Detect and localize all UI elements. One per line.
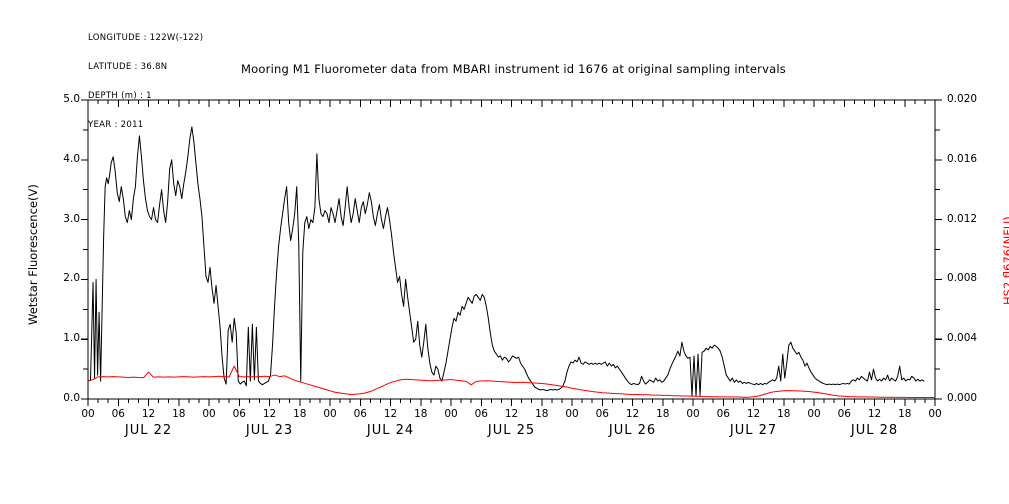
x-axis-label: 00 (686, 408, 700, 420)
x-axis-label: 18 (777, 408, 791, 420)
x-axis-label: 06 (595, 408, 609, 420)
y2-axis-title: HS2 fl676(NFU) (1001, 215, 1009, 305)
x-axis-day-label: JUL 22 (124, 423, 173, 438)
y-axis-label: 4.0 (63, 152, 80, 165)
x-axis-label: 12 (504, 408, 519, 420)
x-axis-label: 12 (383, 408, 398, 420)
y2-axis-label: 0.020 (947, 93, 978, 105)
y2-axis-label: 0.008 (947, 272, 978, 285)
metadata-depth: DEPTH (m) : 1 (88, 90, 152, 101)
series-line-2 (87, 365, 936, 398)
x-axis-label: 18 (898, 408, 912, 420)
y-axis-label: 2.0 (63, 272, 80, 285)
x-axis-label: 06 (111, 408, 125, 420)
plot-frame (87, 99, 936, 400)
x-axis-label: 06 (353, 408, 367, 420)
x-axis-label: 00 (807, 408, 821, 420)
y2-axis-label: 0.012 (947, 212, 978, 225)
x-axis-label: 06 (232, 408, 246, 420)
y-axis-label: 5.0 (63, 93, 80, 105)
x-axis-label: 12 (141, 408, 156, 420)
metadata-year: YEAR : 2011 (88, 119, 144, 130)
metadata-longitude: LONGITUDE : 122W(-122) (88, 33, 204, 44)
x-axis-day-label: JUL 23 (245, 423, 294, 438)
x-axis-label: 18 (293, 408, 307, 420)
x-axis-label: 18 (172, 408, 186, 420)
x-axis-label: 00 (565, 408, 579, 420)
y-axis-label: 1.0 (63, 332, 80, 345)
x-axis-label: 00 (444, 408, 458, 420)
x-axis-label: 18 (414, 408, 428, 420)
y-axis-label: 0.0 (63, 392, 80, 404)
chart-title: Mooring M1 Fluorometer data from MBARI i… (0, 62, 1009, 76)
x-axis-day-label: JUL 27 (729, 423, 778, 438)
x-axis-label: 18 (535, 408, 549, 420)
y-axis-label: 3.0 (63, 212, 80, 225)
x-axis-label: 12 (262, 408, 277, 420)
x-axis-day-label: JUL 26 (608, 423, 657, 438)
series-line-1 (87, 126, 925, 397)
y-axis-title: Wetstar Fluorescence(V) (26, 183, 40, 325)
x-axis-label: 06 (474, 408, 488, 420)
x-axis-day-label: JUL 24 (366, 423, 415, 438)
y2-axis-label: 0.000 (947, 392, 978, 404)
metadata-latitude: LATITUDE : 36.8N (88, 61, 168, 72)
x-axis-label: 00 (323, 408, 337, 420)
x-axis-label: 00 (202, 408, 216, 420)
x-axis-label: 18 (656, 408, 670, 420)
chart-title-text: Mooring M1 Fluorometer data from MBARI i… (241, 62, 786, 76)
x-axis-label: 00 (81, 408, 95, 420)
x-axis-day-label: JUL 28 (850, 423, 899, 438)
x-axis-day-label: JUL 25 (487, 423, 536, 438)
x-axis-label: 12 (746, 408, 761, 420)
y2-axis-label: 0.004 (947, 332, 978, 345)
x-axis-label: 06 (837, 408, 851, 420)
x-axis-label: 12 (867, 408, 882, 420)
x-axis-label: 00 (928, 408, 942, 420)
x-axis-label: 06 (716, 408, 730, 420)
y2-axis-label: 0.016 (947, 152, 978, 165)
metadata-block: LONGITUDE : 122W(-122) LATITUDE : 36.8N … (88, 15, 203, 149)
x-axis-label: 12 (625, 408, 640, 420)
